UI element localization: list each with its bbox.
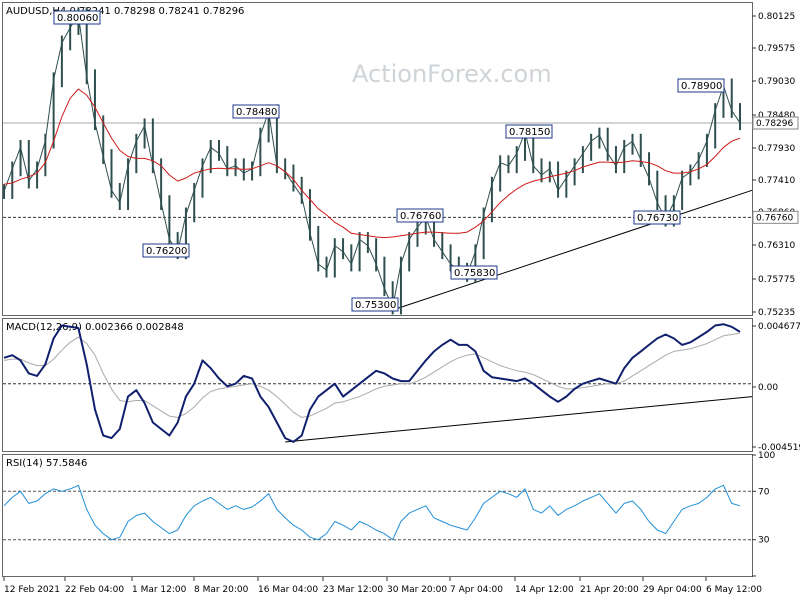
- y-tick-label: -0.004519: [758, 443, 800, 453]
- reference-level-value: 0.76760: [756, 213, 793, 223]
- price-label-box: [232, 104, 280, 119]
- macd-y-axis: 0.004677 0.00 -0.004519: [752, 322, 800, 453]
- reference-level-tag: [752, 210, 799, 224]
- y-tick-label: 0.77930: [758, 144, 795, 154]
- x-tick-label: 12 Feb 2021: [4, 585, 60, 595]
- y-tick-label: 0.78480: [758, 111, 795, 121]
- price-label: 0.78150: [509, 127, 550, 138]
- y-tick-label: 100: [758, 451, 775, 461]
- price-label-box: [351, 297, 399, 312]
- time-axis: 12 Feb 2021 22 Feb 04:00 1 Mar 12:00 8 Mar …: [3, 577, 762, 595]
- moving-average-line: [3, 88, 741, 239]
- price-label: 0.75300: [355, 300, 396, 311]
- price-label-box: [505, 124, 553, 139]
- x-tick-label: 22 Feb 04:00: [65, 585, 124, 595]
- price-trendline: [392, 189, 753, 311]
- watermark: ActionForex.com: [352, 60, 552, 88]
- rsi-title: RSI(14) 57.5846: [6, 458, 87, 469]
- price-series: [3, 7, 741, 315]
- y-tick-label: 0.75775: [758, 275, 795, 285]
- moving-average-series: [3, 88, 741, 239]
- price-label-box: [450, 265, 498, 280]
- x-tick-label: 6 May 12:00: [706, 585, 762, 595]
- x-tick-label: 30 Mar 20:00: [387, 585, 447, 595]
- price-label: 0.78480: [236, 107, 277, 118]
- y-tick-label: 0.004677: [758, 322, 800, 332]
- price-label-box: [677, 78, 725, 93]
- price-label-box: [53, 10, 101, 25]
- rsi-y-axis: 100 70 30: [752, 451, 775, 577]
- x-tick-label: 29 Apr 04:00: [643, 585, 702, 595]
- y-tick-label: 0.76310: [758, 241, 795, 251]
- current-price-value: 0.78296: [756, 119, 793, 129]
- x-tick-label: 14 Apr 12:00: [515, 585, 574, 595]
- price-label: 0.76760: [400, 211, 441, 222]
- x-tick-label: 8 Mar 20:00: [194, 585, 249, 595]
- y-tick-label: 0.75235: [758, 308, 795, 318]
- macd-trendline: [285, 396, 753, 443]
- y-tick-label: 0.00: [758, 383, 778, 393]
- y-tick-label: 70: [758, 487, 770, 497]
- rsi-panel: [2, 454, 753, 577]
- macd-panel: [2, 318, 753, 452]
- price-label: 0.76730: [637, 213, 678, 224]
- y-tick-label: 0.79030: [758, 77, 795, 87]
- macd-main-line: [3, 323, 741, 443]
- chart-header: AUDUSD,H4 0.78241 0.78298 0.78241 0.7829…: [6, 6, 244, 17]
- macd-title: MACD(12,26,9) 0.002366 0.002848: [6, 322, 184, 333]
- price-label-box: [633, 210, 681, 225]
- y-tick-label: 30: [758, 536, 770, 546]
- price-annotations: 0.80060 0.78480 0.76200 0.75300 0.76760 0.758…: [53, 10, 725, 312]
- y-tick-label: 0.80125: [758, 12, 795, 22]
- price-label: 0.75830: [454, 268, 495, 279]
- price-label: 0.76200: [146, 246, 187, 257]
- price-label-box: [142, 243, 190, 258]
- macd-series: [3, 323, 741, 443]
- price-label: 0.80060: [57, 13, 98, 24]
- x-tick-label: 16 Mar 04:00: [258, 585, 318, 595]
- x-tick-label: 7 Apr 04:00: [450, 585, 503, 595]
- price-label: 0.78900: [681, 81, 722, 92]
- y-tick-label: 0.79575: [758, 44, 795, 54]
- price-y-axis: 0.80125 0.79575 0.79030 0.78480 0.77930 0.774…: [752, 12, 799, 318]
- rsi-line: [3, 484, 741, 541]
- y-tick-label: 0.77410: [758, 176, 795, 186]
- rsi-series: [3, 484, 741, 541]
- macd-trendline: [285, 396, 753, 443]
- current-price-tag: [752, 116, 799, 130]
- price-label-box: [396, 208, 444, 223]
- rising-trendline: [392, 189, 753, 311]
- x-tick-label: 23 Mar 12:00: [323, 585, 383, 595]
- price-reference-lines: [3, 122, 752, 218]
- x-tick-label: 21 Apr 20:00: [580, 585, 639, 595]
- x-tick-label: 1 Mar 12:00: [132, 585, 187, 595]
